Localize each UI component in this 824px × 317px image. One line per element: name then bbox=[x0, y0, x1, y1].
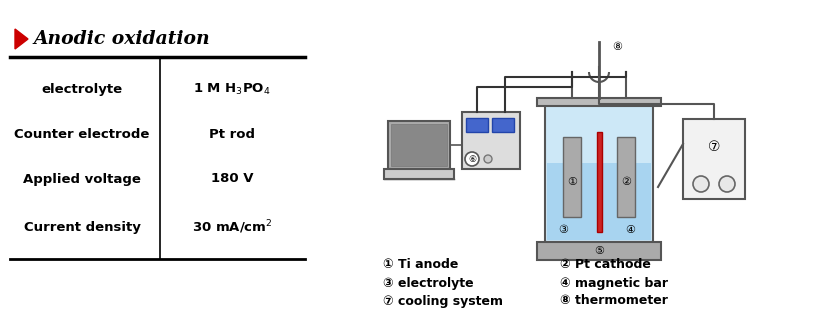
FancyBboxPatch shape bbox=[537, 98, 661, 106]
Text: ② Pt cathode: ② Pt cathode bbox=[560, 258, 651, 271]
Text: 30 mA/cm$^2$: 30 mA/cm$^2$ bbox=[192, 218, 272, 236]
FancyBboxPatch shape bbox=[547, 163, 651, 240]
Text: Pt rod: Pt rod bbox=[209, 127, 255, 140]
Text: Current density: Current density bbox=[24, 221, 140, 234]
FancyBboxPatch shape bbox=[597, 132, 602, 232]
FancyBboxPatch shape bbox=[545, 102, 653, 242]
Text: ①: ① bbox=[567, 177, 577, 187]
Text: 1 M H$_3$PO$_4$: 1 M H$_3$PO$_4$ bbox=[194, 81, 271, 97]
FancyBboxPatch shape bbox=[683, 119, 745, 199]
Circle shape bbox=[719, 176, 735, 192]
Text: ⑦ cooling system: ⑦ cooling system bbox=[383, 294, 503, 307]
Text: ④: ④ bbox=[625, 225, 635, 235]
FancyBboxPatch shape bbox=[391, 124, 447, 166]
Text: ②: ② bbox=[621, 177, 631, 187]
Circle shape bbox=[484, 155, 492, 163]
FancyBboxPatch shape bbox=[617, 137, 635, 217]
Text: ⑧: ⑧ bbox=[612, 42, 622, 52]
Text: ⑥: ⑥ bbox=[468, 154, 476, 164]
Polygon shape bbox=[15, 29, 28, 49]
Circle shape bbox=[465, 152, 479, 166]
FancyBboxPatch shape bbox=[462, 112, 520, 169]
FancyBboxPatch shape bbox=[537, 242, 661, 260]
Text: ③ electrolyte: ③ electrolyte bbox=[383, 276, 474, 289]
Text: ④ magnetic bar: ④ magnetic bar bbox=[560, 276, 668, 289]
Text: ⑤: ⑤ bbox=[594, 246, 604, 256]
Text: ⑧ thermometer: ⑧ thermometer bbox=[560, 294, 668, 307]
Text: 180 V: 180 V bbox=[211, 172, 253, 185]
FancyBboxPatch shape bbox=[384, 169, 454, 179]
Text: ③: ③ bbox=[558, 225, 568, 235]
FancyBboxPatch shape bbox=[492, 118, 514, 132]
Circle shape bbox=[693, 176, 709, 192]
Text: Counter electrode: Counter electrode bbox=[14, 127, 150, 140]
Text: Anodic oxidation: Anodic oxidation bbox=[33, 30, 209, 48]
FancyBboxPatch shape bbox=[388, 121, 450, 169]
Text: ① Ti anode: ① Ti anode bbox=[383, 258, 458, 271]
Text: Applied voltage: Applied voltage bbox=[23, 172, 141, 185]
FancyBboxPatch shape bbox=[466, 118, 488, 132]
Text: ⑦: ⑦ bbox=[708, 140, 720, 154]
FancyBboxPatch shape bbox=[563, 137, 581, 217]
Text: electrolyte: electrolyte bbox=[41, 82, 123, 95]
